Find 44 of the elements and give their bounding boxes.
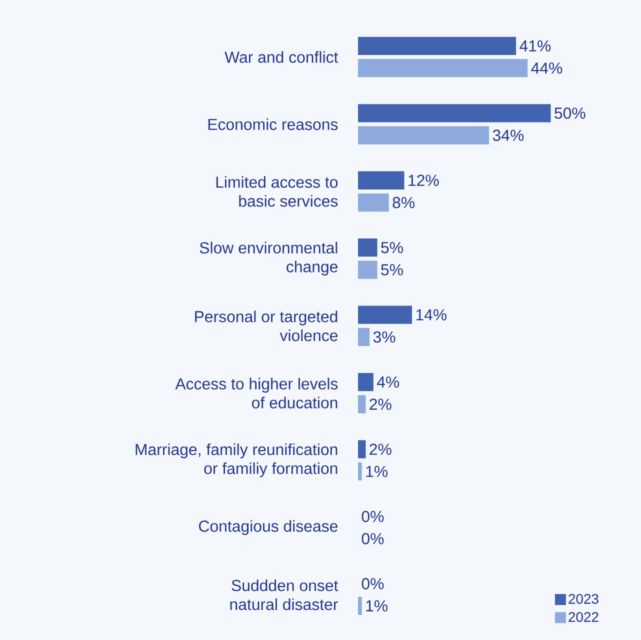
data-label: 12% <box>408 174 439 186</box>
bar <box>358 306 412 324</box>
y-tick-label: Marriage, family reunification or familiy formation <box>136 443 338 478</box>
data-label: 0% <box>362 533 384 544</box>
y-tick-label: Contagious disease <box>199 520 338 535</box>
bar <box>358 36 516 55</box>
bar <box>358 238 378 257</box>
data-label: 4% <box>376 376 400 388</box>
legend-label: 2023 <box>568 594 598 604</box>
data-label: 5% <box>381 264 403 276</box>
data-label: 5% <box>381 242 403 254</box>
data-label: 3% <box>373 331 396 343</box>
legend-label: 2022 <box>568 612 598 622</box>
y-tick-label: Limited access to basic services <box>216 176 338 207</box>
data-label: 34% <box>492 130 524 141</box>
data-label: 2% <box>370 398 392 410</box>
y-tick-label: Personal or targeted violence <box>195 310 338 342</box>
bar <box>358 59 528 78</box>
data-label: 8% <box>392 196 415 208</box>
data-label: 0% <box>362 510 384 522</box>
data-label: 0% <box>362 578 384 590</box>
y-tick-label: Slow environmental change <box>200 242 338 276</box>
y-tick-label: Access to higher levels of education <box>175 378 338 408</box>
bar <box>358 171 404 190</box>
bar <box>358 260 378 279</box>
data-label: 1% <box>366 600 388 612</box>
bar <box>358 328 370 346</box>
bar <box>358 126 490 144</box>
data-label: 41% <box>520 40 551 52</box>
data-label: 14% <box>416 309 446 320</box>
y-tick-label: Economic reasons <box>208 118 338 130</box>
bar <box>358 440 366 458</box>
bar <box>358 372 374 392</box>
bar <box>358 596 362 615</box>
data-label: 44% <box>531 62 562 74</box>
data-label: 50% <box>554 108 586 119</box>
bar <box>358 193 389 212</box>
bar <box>358 395 366 414</box>
bar <box>358 104 551 122</box>
y-tick-label: War and conflict <box>224 51 338 63</box>
data-label: 1% <box>366 466 388 478</box>
bar <box>358 462 362 481</box>
y-tick-label: Suddden onset natural disaster <box>230 579 338 610</box>
data-label: 2% <box>370 444 392 455</box>
